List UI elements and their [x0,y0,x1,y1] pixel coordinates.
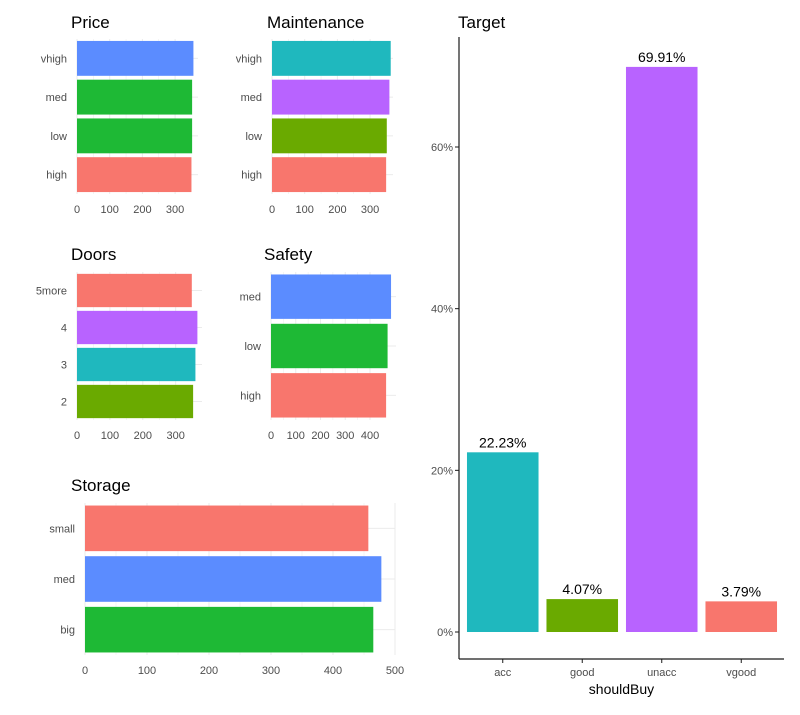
ytick-label: vhigh [41,53,67,65]
chart-maintenance: high low med vhigh 0 100 200 300 Maintenance [236,13,393,216]
bar-storage-med [85,556,382,602]
ytick-label: 5more [36,286,67,298]
chart-title: Safety [264,245,313,264]
xtick-label: 200 [200,665,218,677]
bar-doors-5more [77,273,192,308]
xtick-label: 0 [82,665,88,677]
xtick-label: 0 [74,430,80,442]
bar-doors-2 [77,384,194,419]
ytick-label: med [46,92,67,104]
bar-storage-big [85,606,374,653]
bar-price-low [77,118,193,154]
bar-price-vhigh [77,40,194,76]
ytick-label: med [240,292,261,304]
xtick-label: 300 [166,204,184,216]
x-axis-label: shouldBuy [589,681,654,697]
ytick-label: small [49,523,75,535]
xtick-label: 100 [287,430,305,442]
bar-safety-high [271,373,387,418]
bar-maintenance-high [272,157,387,193]
bar-maintenance-vhigh [272,40,391,76]
ytick-label: high [46,170,67,182]
bar-price-high [77,157,192,193]
xtick-label: 400 [324,665,342,677]
chart-storage: big med small 0 100 200 300 400 500 Storage [49,476,404,677]
data-label: 4.07% [562,581,602,597]
bar-storage-small [85,505,369,552]
xtick-label: 0 [74,204,80,216]
xtick-label: 100 [138,665,156,677]
ytick-label: low [245,131,262,143]
ytick-label: low [244,341,261,353]
ytick-label: 3 [61,360,67,372]
ytick-label: big [60,625,75,637]
xtick-label: 300 [262,665,280,677]
ytick-label: vhigh [236,53,262,65]
ytick-label: high [241,170,262,182]
xtick-label: 200 [133,204,151,216]
xtick-label: 300 [361,204,379,216]
xtick-label: 0 [269,204,275,216]
ytick-label: 2 [61,397,67,409]
xtick-label: unacc [647,667,677,679]
bar-price-med [77,79,193,115]
chart-doors: 2 3 4 5more 0 100 200 300 Doors [36,245,202,442]
ytick-label: 20% [431,465,453,477]
xtick-label: 400 [361,430,379,442]
ytick-label: med [241,92,262,104]
xtick-label: 200 [134,430,152,442]
ytick-label: med [54,574,75,586]
xtick-label: 100 [296,204,314,216]
xtick-label: 300 [167,430,185,442]
bar-maintenance-med [272,79,390,115]
chart-price: high low med vhigh 0 100 200 300 Price [41,13,198,216]
chart-safety: high low med 0 100 200 300 400 Safety [240,245,396,442]
bar-doors-3 [77,347,196,382]
ytick-label: low [50,131,67,143]
chart-title: Doors [71,245,116,264]
chart-target: 0% 20% 40% 60% 22.23% acc 4.07% good 69.91% unacc… [431,13,784,697]
xtick-label: 200 [311,430,329,442]
xtick-label: vgood [726,667,756,679]
bar-target-acc [466,452,539,632]
bar-safety-med [271,274,392,319]
bar-target-unacc [625,66,698,632]
chart-title: Storage [71,476,131,495]
xtick-label: 100 [101,204,119,216]
xtick-label: 500 [386,665,404,677]
data-label: 22.23% [479,434,526,450]
ytick-label: 60% [431,142,453,154]
chart-title: Maintenance [267,13,364,32]
ytick-label: 40% [431,304,453,316]
xtick-label: 100 [101,430,119,442]
xtick-label: 300 [336,430,354,442]
bar-target-good [546,599,619,632]
ytick-label: 0% [437,627,453,639]
chart-title: Price [71,13,110,32]
xtick-label: acc [494,667,512,679]
data-label: 3.79% [721,583,761,599]
xtick-label: 200 [328,204,346,216]
ytick-label: 4 [61,323,67,335]
bar-safety-low [271,323,388,369]
data-label: 69.91% [638,49,685,65]
xtick-label: good [570,667,594,679]
xtick-label: 0 [268,430,274,442]
bar-doors-4 [77,310,198,345]
bar-maintenance-low [272,118,387,154]
ytick-label: high [240,390,261,402]
chart-title: Target [458,13,506,32]
bar-target-vgood [705,601,778,632]
